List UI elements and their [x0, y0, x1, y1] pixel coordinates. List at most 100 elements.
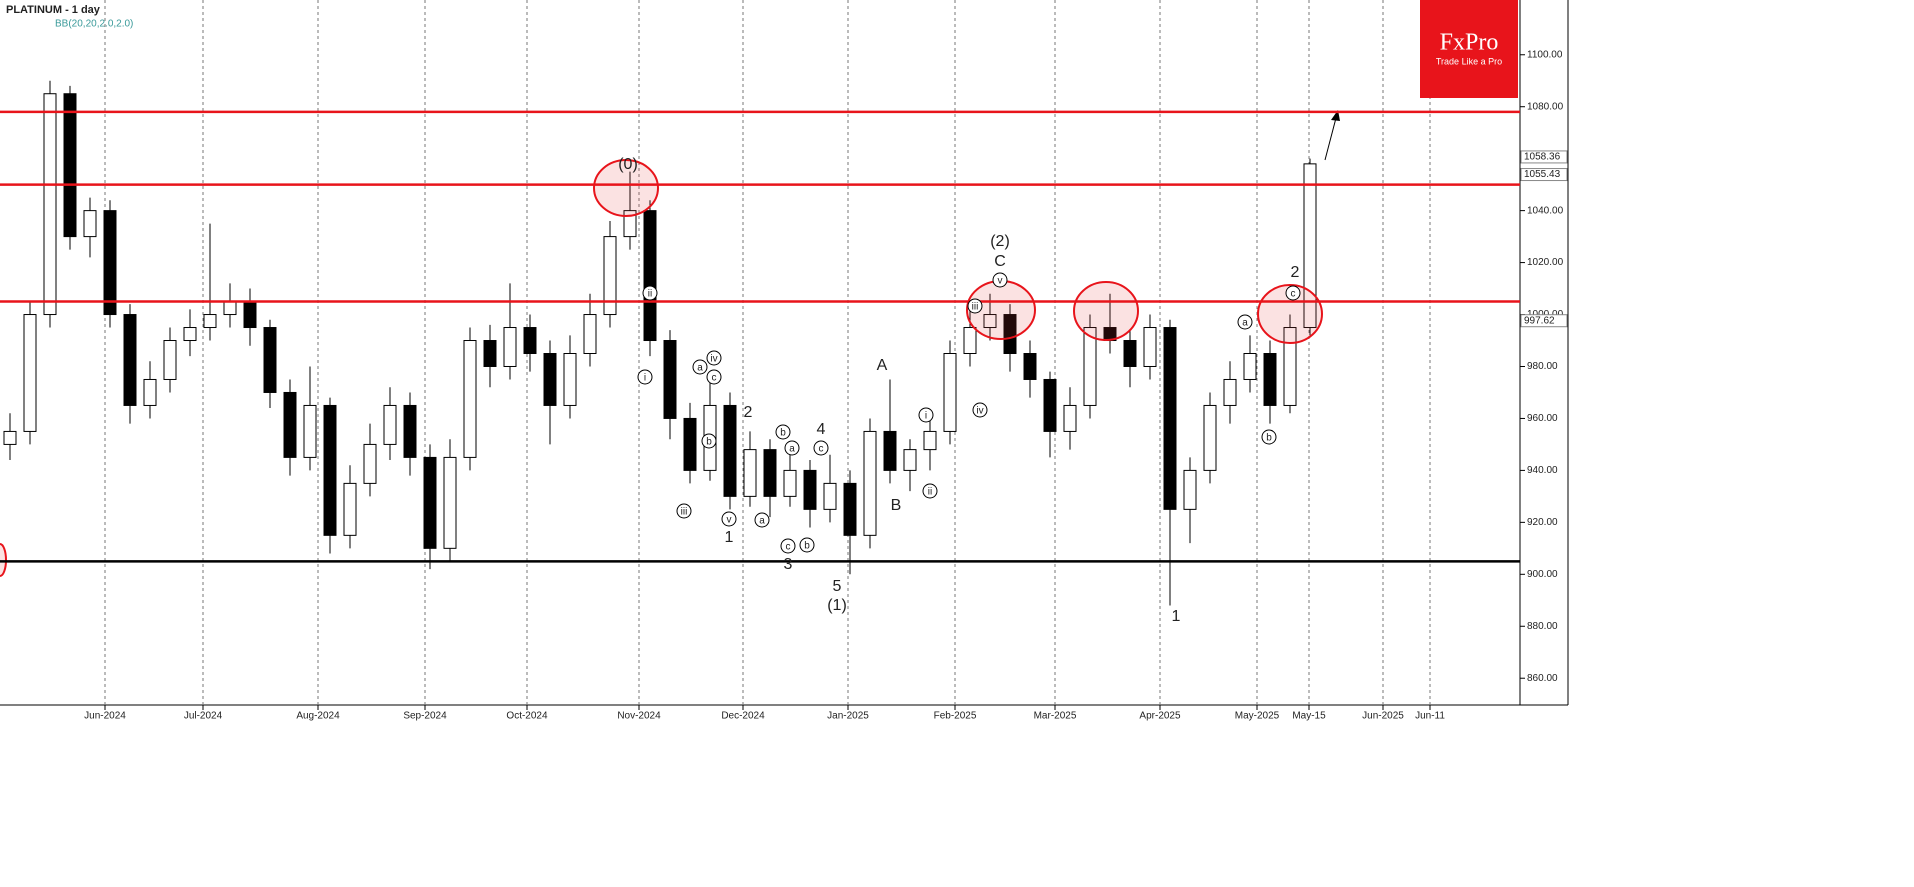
y-tick-label: 1040.00 [1527, 205, 1564, 216]
wave-circle [706, 369, 722, 385]
wave-circle [780, 538, 796, 554]
candle-body [43, 93, 57, 316]
candle-body [963, 327, 977, 354]
candle-body [103, 210, 117, 316]
wave-label: 1 [725, 529, 734, 546]
wave-circle [972, 402, 988, 418]
wave-circle [676, 503, 692, 519]
x-tick-label: Jun-11 [1415, 711, 1445, 722]
wave-label: (1) [827, 597, 847, 614]
x-tick-label: Jun-2024 [84, 711, 126, 722]
wave-label: C [994, 253, 1006, 270]
candle-body [863, 430, 877, 536]
candle-body [643, 210, 657, 342]
x-tick-label: Sep-2024 [403, 711, 447, 722]
candle-body [423, 456, 437, 549]
candle-body [223, 301, 237, 316]
candle-body [303, 404, 317, 458]
x-tick-label: Jan-2025 [827, 711, 869, 722]
wave-label: B [891, 497, 902, 514]
candle-body [123, 314, 137, 406]
y-tick-label: 1080.00 [1527, 101, 1564, 112]
y-tick-label: 980.00 [1527, 361, 1558, 372]
candle-body [663, 340, 677, 419]
circled-label: ii [928, 487, 932, 498]
candle-body [763, 449, 777, 497]
wave-label: 3 [784, 556, 793, 573]
candle-body [1203, 404, 1217, 471]
candle-body [603, 236, 617, 316]
candle-body [783, 469, 797, 497]
wave-circle [1237, 314, 1253, 330]
wave-circle [1285, 285, 1301, 301]
candle-body [263, 327, 277, 393]
circled-label: b [1266, 433, 1272, 444]
candle-body [443, 456, 457, 549]
circled-label: c [1291, 289, 1296, 300]
candle-body [1243, 353, 1257, 380]
candle-body [63, 93, 77, 238]
x-tick-label: Apr-2025 [1139, 711, 1181, 722]
wave-label: 2 [744, 404, 753, 421]
price-label-box [1520, 150, 1568, 164]
candle-body [523, 327, 537, 354]
price-label: 1058.36 [1524, 152, 1561, 163]
highlight-ellipse [1257, 284, 1323, 344]
wave-circle [967, 298, 983, 314]
x-tick-label: May-2025 [1235, 711, 1280, 722]
logo-name: FxPro [1440, 30, 1499, 56]
candle-body [723, 404, 737, 497]
x-tick-label: Mar-2025 [1034, 711, 1077, 722]
x-tick-label: May-15 [1292, 711, 1326, 722]
wave-label: 4 [817, 421, 826, 438]
circled-label: v [727, 515, 732, 526]
x-tick-label: Oct-2024 [506, 711, 548, 722]
candle-body [1263, 353, 1277, 406]
candle-body [823, 482, 837, 510]
wave-circle [784, 440, 800, 456]
candle-body [363, 443, 377, 484]
y-tick-label: 1100.00 [1527, 49, 1563, 60]
wave-circle [706, 350, 722, 366]
circled-label: a [759, 516, 765, 527]
wave-label: (2) [990, 233, 1010, 250]
candle-body [343, 482, 357, 536]
candle-body [203, 314, 217, 329]
wave-circle [799, 537, 815, 553]
price-label: 997.62 [1524, 315, 1555, 326]
circled-label: a [1242, 318, 1248, 329]
y-tick-label: 1020.00 [1527, 257, 1564, 268]
candle-body [1063, 404, 1077, 432]
candle-body [83, 210, 97, 238]
candle-body [1303, 163, 1317, 329]
candle-body [1283, 327, 1297, 406]
plot [3, 0, 1431, 705]
candle-body [883, 430, 897, 471]
circled-label: i [925, 411, 927, 422]
circled-label: c [786, 542, 791, 553]
wave-circle [992, 272, 1008, 288]
wave-label: 2 [1291, 264, 1300, 281]
circled-label: b [804, 541, 810, 552]
candle-body [1183, 469, 1197, 510]
wave-circle [918, 407, 934, 423]
circled-label: c [712, 373, 717, 384]
candle-body [483, 340, 497, 367]
circled-label: iv [976, 406, 983, 417]
candle-body [903, 449, 917, 471]
y-tick-label: 920.00 [1527, 517, 1558, 528]
circled-label: v [998, 276, 1003, 287]
candle-body [983, 314, 997, 329]
candle-body [843, 482, 857, 536]
indicator-label: BB(20,20,2.0,2.0) [55, 19, 133, 30]
chart-title: PLATINUM - 1 day [6, 4, 101, 16]
y-tick-label: 940.00 [1527, 465, 1558, 476]
candle-body [1123, 340, 1137, 367]
x-tick-label: Nov-2024 [617, 711, 661, 722]
x-tick-label: Jul-2024 [184, 711, 223, 722]
wave-label: A [877, 357, 888, 374]
y-tick-label: 900.00 [1527, 569, 1558, 580]
candle-body [1003, 314, 1017, 355]
